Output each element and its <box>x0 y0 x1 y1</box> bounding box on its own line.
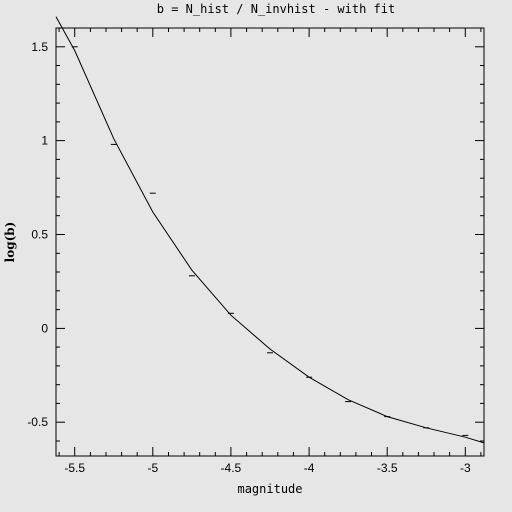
x-axis-label: magnitude <box>237 482 302 496</box>
x-tick-label: -5 <box>147 461 158 475</box>
y-tick-label: 1.5 <box>31 40 48 54</box>
x-tick-label: -3.5 <box>377 461 398 475</box>
x-tick-label: -3 <box>460 461 471 475</box>
axis-tick-labels: -5.5 -5 -4.5 -4 -3.5 -3 -0.5 0 0.5 1 1.5 <box>27 40 471 475</box>
y-tick-label: 0.5 <box>31 228 48 242</box>
y-tick-label: 0 <box>41 321 48 335</box>
data-points <box>71 46 469 436</box>
x-tick-label: -4 <box>304 461 315 475</box>
x-tick-label: -5.5 <box>64 461 85 475</box>
x-tick-label: -4.5 <box>221 461 242 475</box>
fit-curve <box>55 16 485 444</box>
y-axis-label: log(b) <box>3 222 17 263</box>
y-tick-label: -0.5 <box>27 415 48 429</box>
axis-ticks <box>56 27 484 456</box>
y-tick-label: 1 <box>41 134 48 148</box>
plot-frame <box>55 27 485 457</box>
chart-title: b = N_hist / N_invhist - with fit <box>157 2 395 16</box>
